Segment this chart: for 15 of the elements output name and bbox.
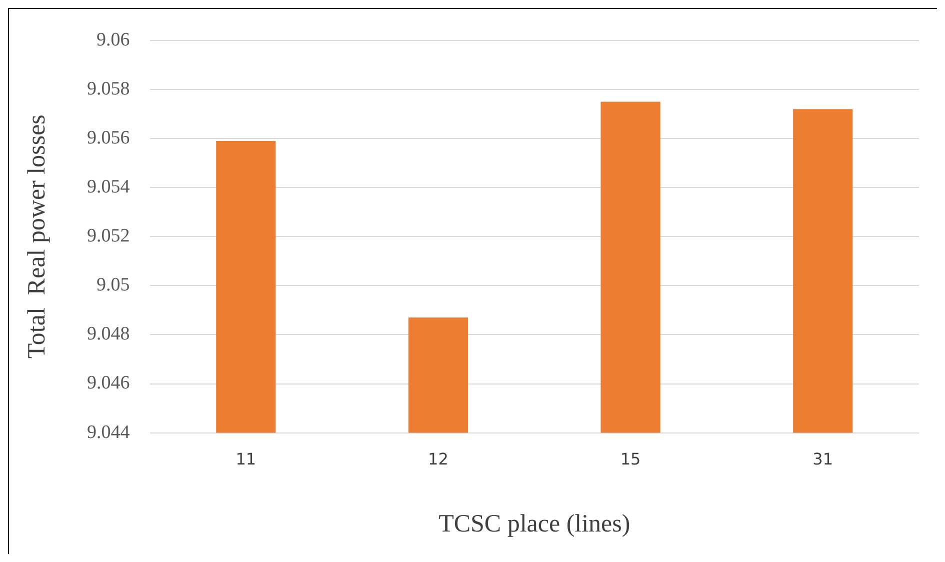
x-tick-label: 12 [428, 450, 448, 469]
y-tick-label: 9.058 [87, 78, 130, 100]
x-tick-label: 11 [236, 450, 256, 469]
y-tick-label: 9.054 [87, 176, 130, 198]
y-tick-label: 9.048 [87, 324, 130, 345]
y-tick-label: 9.044 [87, 422, 130, 443]
y-axis-title: Total Real power losses [24, 114, 51, 359]
y-tick-label: 9.046 [87, 372, 130, 394]
y-tick-label: 9.05 [96, 274, 130, 296]
y-tick-label: 9.052 [87, 226, 130, 247]
x-axis-title: TCSC place (lines) [438, 510, 630, 538]
x-tick-label: 31 [812, 450, 834, 469]
x-tick-label: 15 [620, 450, 641, 469]
y-tick-label: 9.06 [96, 29, 130, 50]
y-tick-label: 9.056 [87, 127, 130, 148]
